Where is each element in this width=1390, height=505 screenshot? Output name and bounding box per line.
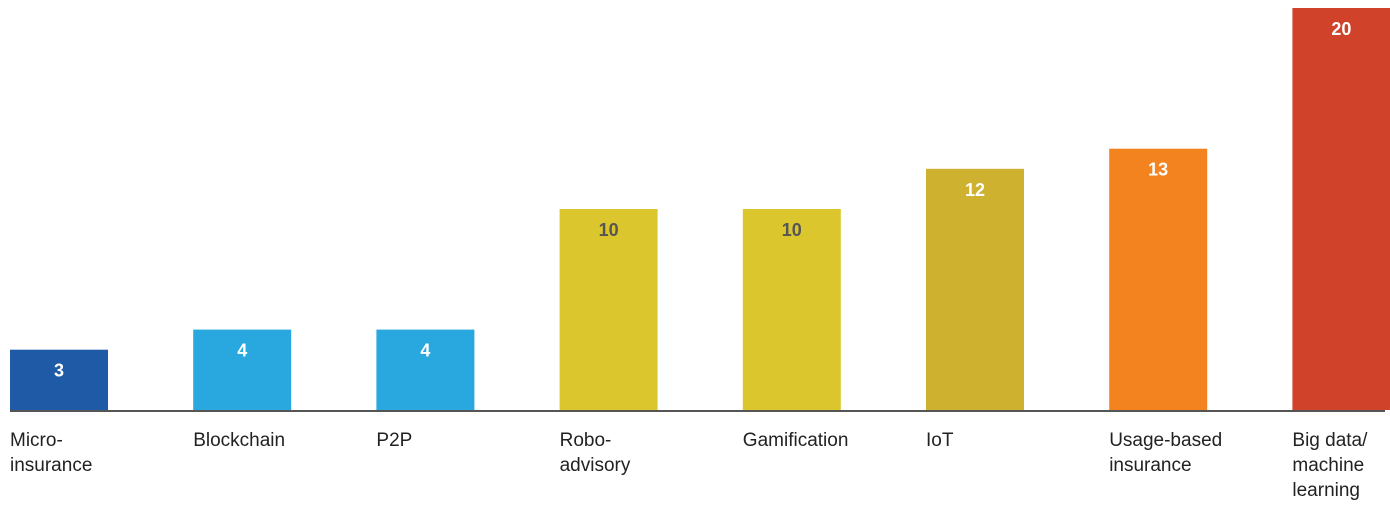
bar-value-label: 13 <box>1148 160 1168 180</box>
bar-value-label: 12 <box>965 180 985 200</box>
bar-value-label: 10 <box>599 220 619 240</box>
category-label-line: Usage-based <box>1109 430 1222 451</box>
category-label-line: insurance <box>10 455 92 476</box>
bar-1 <box>10 349 108 410</box>
category-label: Gamification <box>743 430 849 451</box>
category-label-line: machine <box>1292 455 1364 476</box>
category-label-line: Blockchain <box>193 430 285 451</box>
category-label-line: insurance <box>1109 455 1191 476</box>
category-labels-group: Micro-insurance Blockchain P2P Robo-advisor… <box>10 430 1368 501</box>
category-label-line: learning <box>1292 480 1360 501</box>
bar-3 <box>376 329 475 410</box>
category-label: Big data/machine learning <box>1292 430 1368 501</box>
category-label: Usage-based insurance <box>1109 430 1222 476</box>
bar-5 <box>742 209 841 410</box>
bars-group <box>10 8 1390 410</box>
category-label: IoT <box>926 430 954 451</box>
category-label-line: P2P <box>376 430 412 451</box>
category-label-line: Micro- <box>10 430 63 451</box>
category-label-line: Gamification <box>743 430 849 451</box>
category-label: P2P <box>376 430 412 451</box>
bar-7 <box>1109 148 1208 410</box>
category-label-line: Robo- <box>560 430 612 451</box>
bar-8 <box>1292 8 1390 410</box>
bar-value-label: 4 <box>420 341 430 361</box>
bar-value-label: 3 <box>54 361 64 381</box>
category-label-line: IoT <box>926 430 954 451</box>
category-label: Blockchain <box>193 430 285 451</box>
bar-2 <box>193 329 292 410</box>
value-labels-group: 3 4 4 10 10 12 13 20 <box>54 19 1351 381</box>
bar-value-label: 4 <box>237 341 247 361</box>
bar-value-label: 10 <box>782 220 802 240</box>
category-label: Micro-insurance <box>10 430 92 476</box>
category-label: Robo-advisory <box>560 430 631 476</box>
bar-value-label: 20 <box>1331 19 1351 39</box>
category-label-line: advisory <box>560 455 631 476</box>
category-label-line: Big data/ <box>1292 430 1368 451</box>
bar-4 <box>559 209 658 410</box>
bar-6 <box>926 168 1024 410</box>
